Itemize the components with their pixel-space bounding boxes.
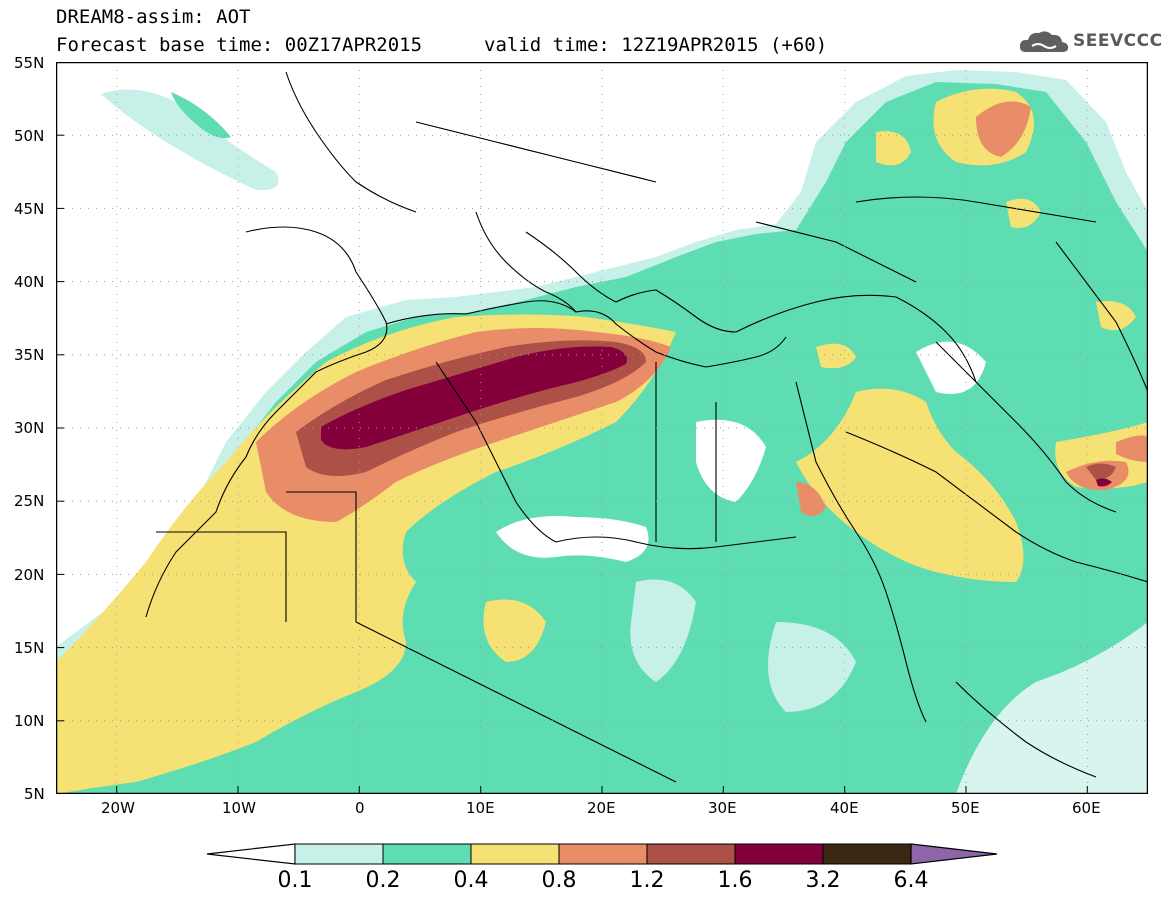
- brand-name: SEEVCCC: [1073, 31, 1163, 51]
- colorbar-swatch: [646, 843, 736, 865]
- lon-label: 40E: [830, 799, 859, 817]
- colorbar-tick: 0.2: [365, 868, 401, 893]
- lon-label: 20W: [101, 799, 135, 817]
- lat-label: 55N: [14, 54, 45, 72]
- colorbar: [206, 843, 998, 865]
- lon-label: 50E: [951, 799, 980, 817]
- lat-label: 10N: [14, 712, 45, 730]
- colorbar-tick: 1.6: [717, 868, 753, 893]
- colorbar-tick: 0.1: [277, 868, 313, 893]
- lon-label: 10E: [466, 799, 495, 817]
- lat-label: 5N: [24, 785, 45, 803]
- brand-logo: SEEVCCC: [1018, 28, 1163, 54]
- colorbar-swatch: [470, 843, 560, 865]
- lat-label: 30N: [14, 419, 45, 437]
- colorbar-tick: 3.2: [805, 868, 841, 893]
- colorbar-tick: 6.4: [893, 868, 929, 893]
- lat-label: 25N: [14, 492, 45, 510]
- colorbar-high-arrow: [910, 843, 998, 865]
- lat-label: 50N: [14, 127, 45, 145]
- valid-time: valid time: 12Z19APR2015 (+60): [484, 34, 828, 56]
- colorbar-swatch: [822, 843, 912, 865]
- coastlines: [145, 71, 1148, 783]
- lon-label: 10W: [222, 799, 256, 817]
- colorbar-swatch: [558, 843, 648, 865]
- lat-label: 45N: [14, 200, 45, 218]
- colorbar-tick: 0.4: [453, 868, 489, 893]
- lat-label: 15N: [14, 639, 45, 657]
- aot-level-1-6: [321, 346, 1112, 487]
- lon-label: 60E: [1072, 799, 1101, 817]
- map-canvas: [55, 61, 1149, 795]
- cloud-icon: [1019, 31, 1069, 52]
- axis-ticks: [56, 134, 1088, 794]
- colorbar-swatch: [382, 843, 472, 865]
- lon-label: 0: [355, 799, 365, 817]
- map-title: DREAM8-assim: AOT: [56, 6, 251, 28]
- lat-label: 40N: [14, 273, 45, 291]
- aot-forecast-map: [55, 61, 1149, 795]
- colorbar-swatch: [294, 843, 384, 865]
- colorbar-tick: 1.2: [629, 868, 665, 893]
- colorbar-swatch: [734, 843, 824, 865]
- lat-label: 35N: [14, 346, 45, 364]
- lon-label: 30E: [708, 799, 737, 817]
- lat-label: 20N: [14, 566, 45, 584]
- forecast-base-time: Forecast base time: 00Z17APR2015: [56, 34, 423, 56]
- colorbar-tick: 0.8: [541, 868, 577, 893]
- colorbar-low-arrow: [206, 843, 296, 865]
- lon-label: 20E: [587, 799, 616, 817]
- aot-mid-cyan-areas: [630, 579, 1148, 794]
